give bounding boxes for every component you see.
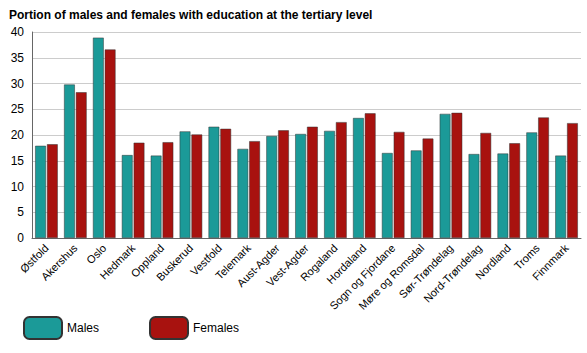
svg-text:Vest-Agder: Vest-Agder bbox=[263, 241, 311, 289]
svg-text:Aust-Agder: Aust-Agder bbox=[234, 241, 282, 290]
svg-text:Nord-Trøndelag: Nord-Trøndelag bbox=[421, 241, 485, 305]
svg-text:Buskerud: Buskerud bbox=[154, 242, 195, 283]
svg-text:20: 20 bbox=[11, 128, 25, 142]
svg-text:Sør-Trøndelag: Sør-Trøndelag bbox=[396, 241, 456, 301]
svg-text:30: 30 bbox=[11, 77, 25, 91]
svg-text:Portion of males and females w: Portion of males and females with educat… bbox=[9, 8, 372, 22]
svg-text:Hedmark: Hedmark bbox=[97, 241, 138, 282]
svg-text:10: 10 bbox=[11, 180, 25, 194]
svg-text:Hordaland: Hordaland bbox=[324, 241, 369, 287]
svg-text:Oppland: Oppland bbox=[128, 241, 167, 280]
svg-text:Vestfold: Vestfold bbox=[187, 241, 225, 278]
svg-text:Sogn og Fjordane: Sogn og Fjordane bbox=[327, 241, 398, 312]
svg-text:Troms: Troms bbox=[511, 241, 542, 272]
svg-text:25: 25 bbox=[11, 102, 25, 116]
svg-text:5: 5 bbox=[17, 205, 24, 219]
svg-text:35: 35 bbox=[11, 51, 25, 65]
svg-text:Østfold: Østfold bbox=[17, 241, 51, 275]
svg-text:Møre og Romsdal: Møre og Romsdal bbox=[356, 241, 427, 312]
svg-text:15: 15 bbox=[11, 154, 25, 168]
svg-text:Rogaland: Rogaland bbox=[297, 241, 340, 284]
svg-text:Finnmark: Finnmark bbox=[530, 241, 571, 282]
svg-text:Females: Females bbox=[193, 321, 239, 335]
svg-text:Telemark: Telemark bbox=[213, 241, 253, 282]
svg-text:Males: Males bbox=[67, 321, 99, 335]
svg-text:40: 40 bbox=[11, 25, 25, 39]
svg-text:Akershus: Akershus bbox=[39, 241, 80, 282]
svg-text:0: 0 bbox=[17, 231, 24, 245]
svg-text:Oslo: Oslo bbox=[84, 242, 108, 266]
svg-text:Nordland: Nordland bbox=[473, 242, 513, 282]
